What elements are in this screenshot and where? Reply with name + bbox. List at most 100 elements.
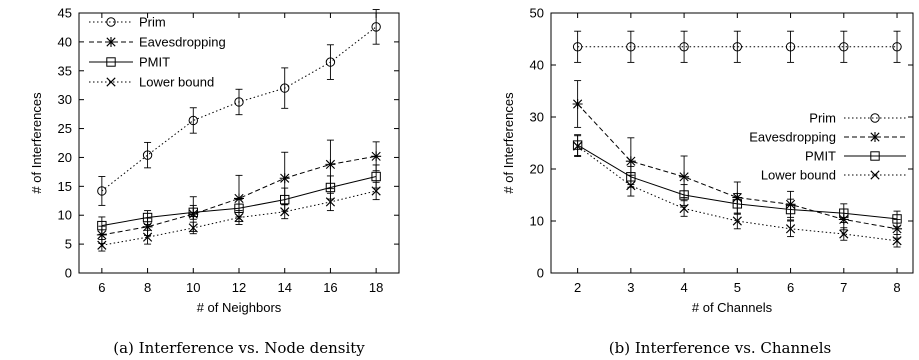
data-point <box>142 150 153 160</box>
y-tick-label: 50 <box>530 6 544 21</box>
series-prim <box>97 9 381 206</box>
data-point <box>572 141 583 151</box>
data-point <box>892 223 903 234</box>
data-point <box>892 42 902 52</box>
data-point <box>626 181 636 191</box>
y-tick-label: 30 <box>530 110 544 125</box>
data-point <box>785 204 796 215</box>
legend-marker <box>870 151 880 161</box>
data-point <box>892 236 902 246</box>
y-tick-label: 15 <box>58 179 72 194</box>
legend-marker <box>870 132 880 142</box>
x-tick-label: 3 <box>627 280 634 295</box>
data-point <box>625 156 636 167</box>
y-tick-label: 10 <box>530 214 544 229</box>
legend-marker <box>870 113 880 123</box>
data-point <box>732 199 743 209</box>
y-axis-label: # of Interferences <box>29 92 44 194</box>
data-point <box>371 151 382 162</box>
data-point <box>279 173 290 184</box>
data-point <box>280 194 290 205</box>
data-point <box>785 42 796 52</box>
y-tick-label: 5 <box>65 237 72 252</box>
x-tick-label: 2 <box>574 280 581 295</box>
plot-frame <box>550 12 914 274</box>
x-tick-label: 6 <box>98 280 105 295</box>
x-tick-label: 6 <box>787 280 794 295</box>
data-point <box>839 229 849 239</box>
legend-marker <box>870 170 880 180</box>
data-point <box>785 224 796 234</box>
legend-marker <box>106 57 116 67</box>
chart-a: 0 5 10 15 20 25 30 35 40 45 6 8 10 12 14 16 18 # of Neigh… <box>29 6 400 357</box>
data-point <box>679 203 689 214</box>
y-tick-label: 40 <box>58 34 72 49</box>
data-point <box>188 207 198 218</box>
chart-caption: (a) Interference vs. Node density <box>113 339 365 357</box>
data-point <box>325 197 336 207</box>
legend-label: Lower bound <box>761 168 836 183</box>
x-axis-label: # of Neighbors <box>197 300 282 315</box>
data-point <box>371 22 381 32</box>
x-tick-label: 8 <box>893 280 900 295</box>
data-point <box>142 232 153 242</box>
series-eavesdropping <box>96 139 382 244</box>
y-tick-label: 10 <box>58 208 72 223</box>
data-point <box>839 208 849 218</box>
data-point <box>325 57 336 67</box>
x-tick-label: 14 <box>277 280 291 295</box>
legend: Prim Eavesdropping PMIT Lower bound <box>89 15 226 90</box>
x-tick-label: 16 <box>323 280 337 295</box>
legend-marker <box>106 77 116 87</box>
data-point <box>97 240 107 250</box>
x-tick-label: 7 <box>840 280 847 295</box>
y-tick-label: 30 <box>58 92 72 107</box>
chart-b: 0 10 20 30 40 50 2 3 4 5 6 7 8 # of Channels # of Inte… <box>501 6 914 357</box>
legend: Prim Eavesdropping PMIT Lower bound <box>749 111 906 183</box>
data-point <box>96 229 107 240</box>
data-point <box>188 223 198 233</box>
data-point <box>325 182 336 193</box>
data-point <box>325 159 336 170</box>
data-point <box>234 97 244 107</box>
data-point <box>626 42 636 52</box>
chart-caption: (b) Interference vs. Channels <box>609 339 831 357</box>
legend-label: PMIT <box>805 149 836 164</box>
data-point <box>97 186 107 196</box>
y-tick-label: 0 <box>65 266 72 281</box>
y-tick-label: 20 <box>530 162 544 177</box>
series-prim <box>572 30 902 63</box>
legend-label: Lower bound <box>139 75 214 90</box>
legend-label: Prim <box>809 111 836 126</box>
data-point <box>188 115 198 126</box>
data-point <box>572 99 583 109</box>
y-tick-label: 0 <box>537 266 544 281</box>
x-tick-label: 4 <box>680 280 687 295</box>
x-tick-label: 5 <box>734 280 741 295</box>
legend-label: Eavesdropping <box>139 35 226 50</box>
data-point <box>142 212 153 223</box>
data-point <box>892 214 902 224</box>
y-tick-label: 20 <box>58 150 72 165</box>
data-point <box>572 42 583 52</box>
legend-label: Eavesdropping <box>749 130 836 145</box>
data-point <box>679 190 689 200</box>
x-tick-label: 18 <box>369 280 383 295</box>
legend-marker <box>106 37 116 47</box>
legend-marker <box>106 17 116 27</box>
data-point <box>371 171 381 182</box>
series-lower-bound <box>97 181 381 252</box>
x-tick-label: 10 <box>186 280 200 295</box>
x-tick-label: 8 <box>144 280 151 295</box>
y-tick-label: 25 <box>58 121 72 136</box>
data-point <box>280 83 290 93</box>
legend-label: PMIT <box>139 55 170 70</box>
data-point <box>371 186 381 196</box>
x-tick-label: 12 <box>232 280 246 295</box>
data-point <box>234 212 244 223</box>
y-tick-label: 35 <box>58 63 72 78</box>
data-point <box>97 220 107 231</box>
data-point <box>839 42 849 52</box>
data-point <box>732 216 742 226</box>
